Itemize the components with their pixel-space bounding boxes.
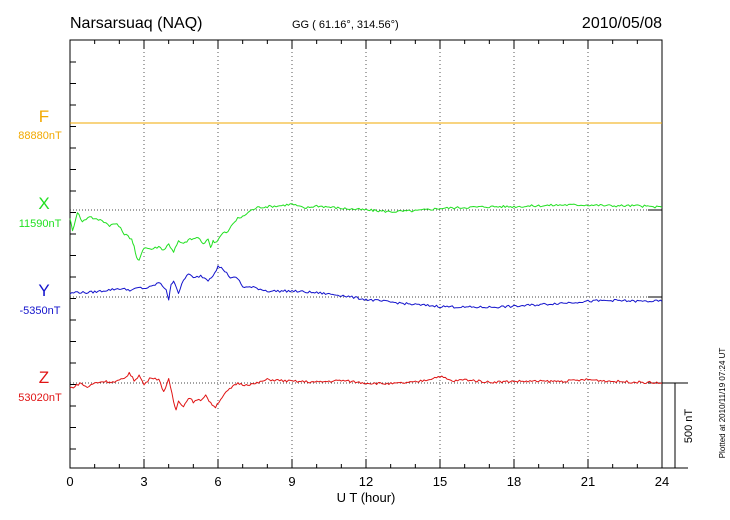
scale-bar [662,382,688,469]
baseline-label-x: 11590nT [19,218,62,230]
x-tick-label: 18 [507,474,521,489]
x-axis-title: U T (hour) [337,490,396,505]
x-tick-label: 21 [581,474,595,489]
tick-layer: 0 3 6 9 12 15 18 21 24 [66,40,669,489]
series-layer [69,122,663,411]
x-tick-label: 9 [288,474,295,489]
series-line-z [69,371,663,411]
baseline-label-f: 88880nT [18,130,62,142]
series-label-f: F [39,107,49,126]
coordinates-label: GG ( 61.16°, 314.56°) [292,19,399,31]
x-tick-label: 6 [214,474,221,489]
scale-bar-label: 500 nT [683,409,695,444]
series-line-y [69,265,663,309]
baseline-label-z: 53020nT [18,392,62,404]
series-label-y: Y [38,281,49,300]
plot-timestamp-note: Plotted at 2010/11/19 07:24 UT [718,348,727,459]
series-label-x: X [38,194,49,213]
grid-layer [143,40,589,468]
x-tick-label: 0 [66,474,73,489]
x-tick-label: 12 [359,474,373,489]
series-label-z: Z [39,368,49,387]
series-line-x [69,203,663,261]
x-tick-label: 24 [655,474,669,489]
date-label: 2010/05/08 [582,15,662,32]
x-tick-label: 15 [433,474,447,489]
baseline-label-y: -5350nT [20,305,61,317]
x-tick-label: 3 [140,474,147,489]
station-title: Narsarsuaq (NAQ) [70,15,202,32]
